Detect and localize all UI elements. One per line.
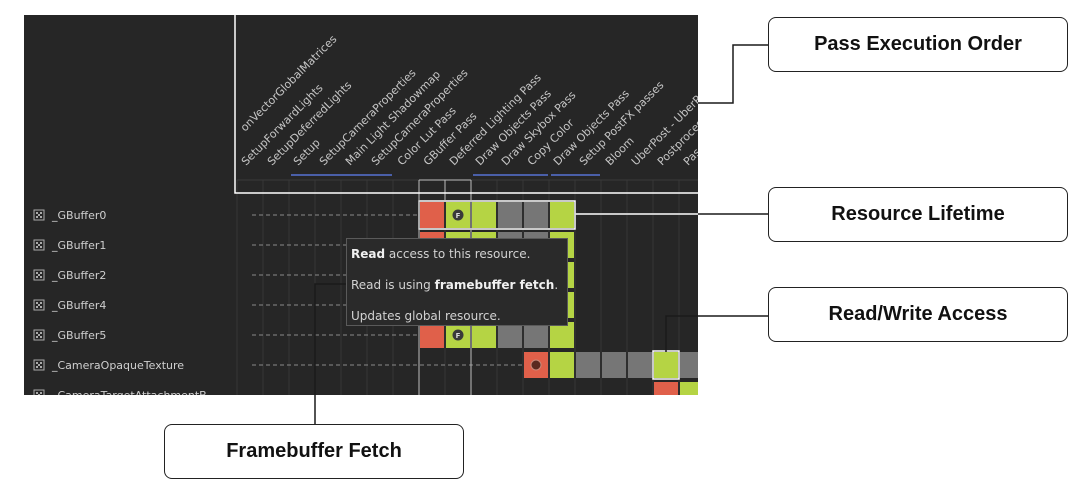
resource-name: _GBuffer2 [51,269,106,282]
callout: Resource Lifetime [768,187,1068,242]
read-cell [472,322,496,348]
resource-icon [33,269,45,281]
write-cell [420,322,444,348]
callout: Read/Write Access [768,287,1068,342]
tooltip-text: access to this resource. [385,247,531,261]
resource-icon [36,242,42,248]
idle-cell [576,352,600,378]
resource-icon [36,362,42,368]
resource-icon [33,389,45,395]
read-cell [550,202,574,228]
connector [314,283,346,424]
tooltip-text: . [554,278,559,292]
resource-name: _CameraOpaqueTexture [51,359,184,372]
tooltip-bold: framebuffer fetch [434,278,555,292]
callout: Pass Execution Order [768,17,1068,72]
tooltip-text: Read is using [351,278,435,292]
write-cell [420,202,444,228]
tooltip-text: Updates global resource. [351,309,501,323]
write-cell [654,382,678,395]
tooltip-line: Read is using framebuffer fetch. [351,274,567,305]
connector [698,44,768,104]
read-cell [654,352,678,378]
idle-cell [680,352,698,378]
fetch-icon-label: F [456,212,461,220]
idle-cell [524,202,548,228]
fetch-icon [452,329,464,341]
resource-name: _GBuffer1 [51,239,106,252]
resource-icon [33,209,45,221]
resource-icon [33,329,45,341]
pass-bracket [234,15,698,194]
idle-cell [498,202,522,228]
resource-name: _GBuffer5 [51,329,106,342]
read-cell [472,202,496,228]
resource-name: _GBuffer0 [51,209,106,222]
tooltip-bold: Read [351,247,386,261]
resource-icon [33,299,45,311]
fetch-icon [452,209,464,221]
tooltip: Read access to this resource. Read is us… [346,238,568,326]
resource-icon [36,272,42,278]
idle-cell [628,352,652,378]
idle-cell [602,352,626,378]
read-cell [550,352,574,378]
resource-icon [36,302,42,308]
resource-icon [36,212,42,218]
resource-name: _GBuffer4 [51,299,106,312]
resource-icon [33,239,45,251]
tooltip-line: Updates global resource. [351,305,567,336]
idle-cell [498,322,522,348]
read-cell [680,382,698,395]
connector [665,315,768,352]
resource-icon [36,332,42,338]
resource-name: _CameraTargetAttachmentB [51,389,207,402]
callout: Framebuffer Fetch [164,424,464,479]
read-cell [550,322,574,348]
idle-cell [524,322,548,348]
panel [24,15,698,395]
resource-icon [33,359,45,371]
global-icon [530,359,542,371]
tooltip-line: Read access to this resource. [351,243,567,274]
resource-icon [36,392,42,395]
fetch-icon-label: F [456,332,461,340]
